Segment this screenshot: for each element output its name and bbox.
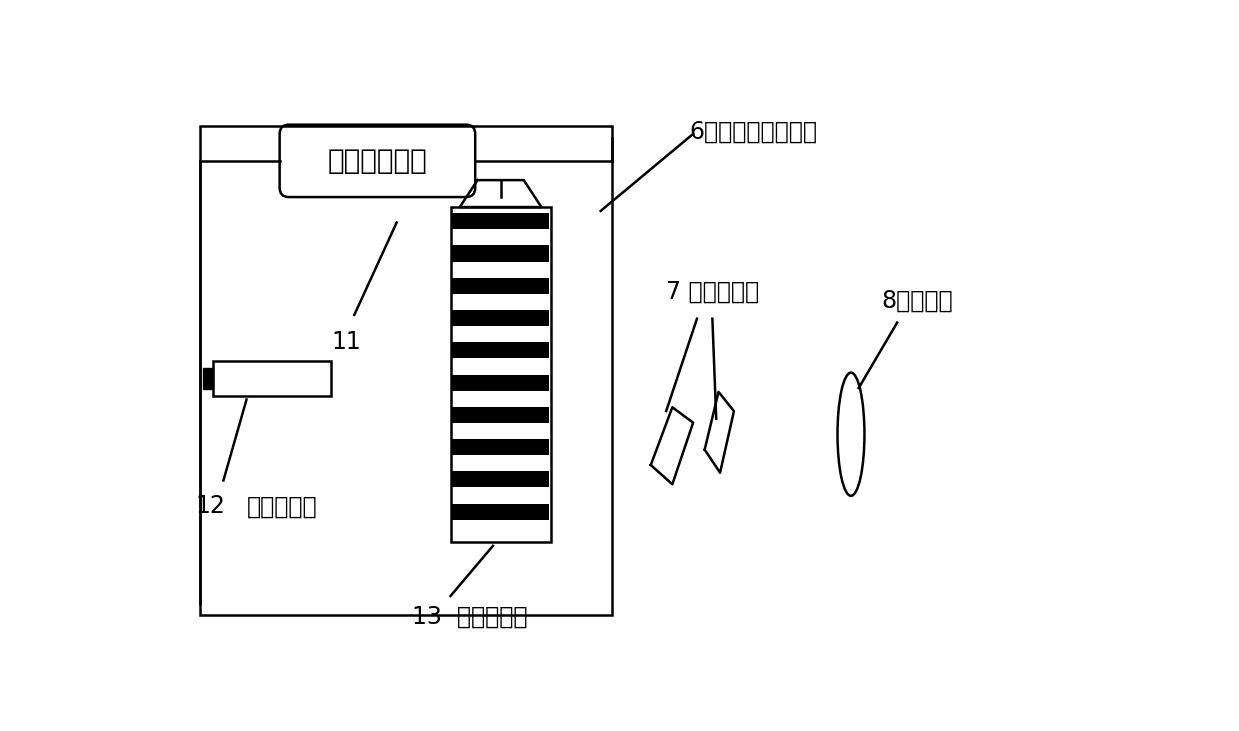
Text: 6正弦条纹投射装置: 6正弦条纹投射装置	[689, 120, 818, 144]
Bar	[452, 246, 549, 262]
Text: 8会聚透镜: 8会聚透镜	[882, 289, 953, 313]
Bar	[452, 278, 549, 294]
Bar	[452, 374, 549, 390]
Text: 12: 12	[196, 494, 225, 518]
Text: 11: 11	[332, 330, 362, 355]
Bar	[452, 407, 549, 423]
Bar	[452, 342, 549, 358]
Bar	[452, 504, 549, 520]
Bar	[452, 310, 549, 326]
Text: 驱动信号电路: 驱动信号电路	[327, 147, 427, 175]
Bar	[452, 471, 549, 488]
Bar	[201, 126, 612, 616]
Bar	[452, 213, 549, 230]
Bar	[213, 361, 331, 395]
Text: 调制激光器: 调制激光器	[247, 494, 317, 518]
Bar	[451, 207, 550, 542]
Bar	[452, 439, 549, 455]
Text: 7 整形棱镜对: 7 整形棱镜对	[667, 279, 760, 303]
Text: 13  声光偏转器: 13 声光偏转器	[413, 605, 528, 629]
Bar	[203, 368, 213, 389]
